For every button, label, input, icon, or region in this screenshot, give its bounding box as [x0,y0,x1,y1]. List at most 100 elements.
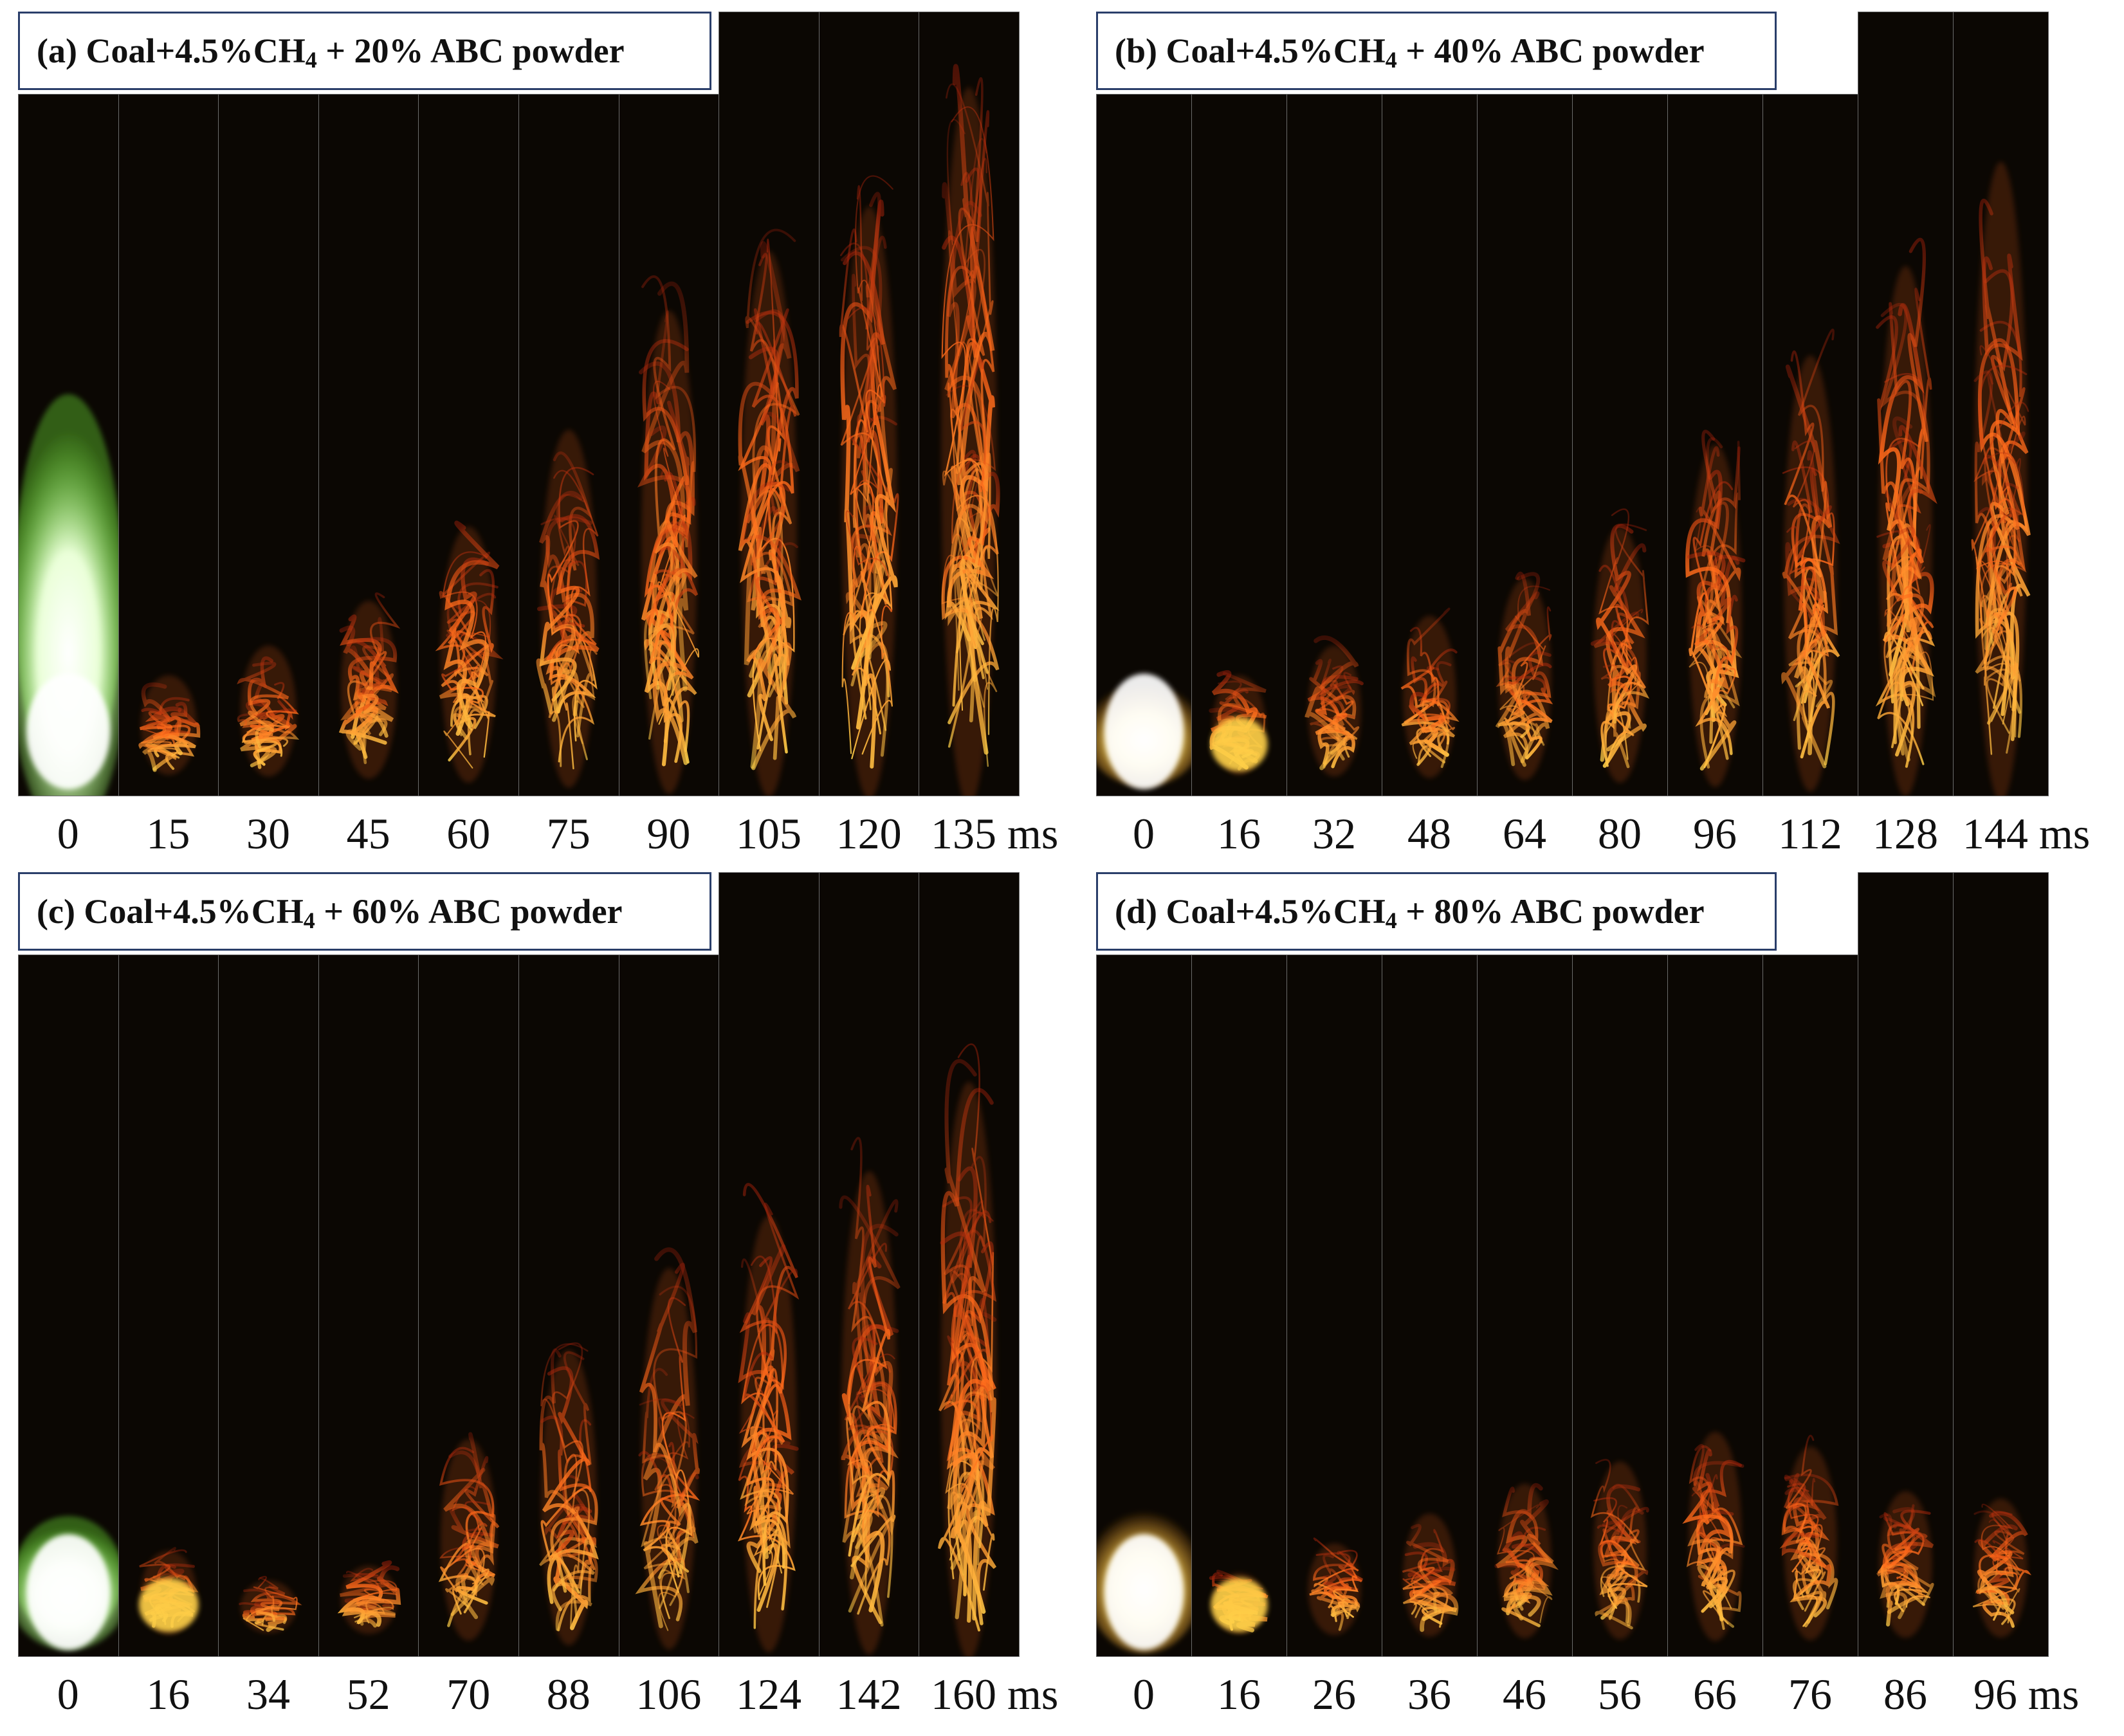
flame-glow [1784,355,1837,792]
time-label-b-6: 96 [1693,809,1737,858]
flame-image-a-5 [536,430,600,788]
frame-d-2 [1286,955,1382,1657]
frame-a-7 [719,12,819,796]
flame-glow [140,675,197,775]
time-label-d-7: 76 [1788,1670,1832,1719]
frame-a-5 [518,94,619,796]
frame-c-5 [518,955,619,1657]
flame-image-c-1 [138,1547,199,1635]
time-axis-a: 0 15 30 45 60 75 90 105 120 135 ms [18,808,1059,866]
flame-image-b-9 [1971,161,2031,796]
flame-glow [741,1216,797,1652]
flame-glow [941,87,997,796]
frame-d-0 [1096,955,1192,1657]
panel-title-d: (d) Coal+4.5%CH4 + 80% ABC powder [1096,872,1777,951]
flame-image-d-1 [1209,1569,1268,1634]
time-label-a-5: 75 [546,809,591,858]
flame-glow [841,206,897,796]
frame-strip-b [1096,12,2049,796]
time-label-b-8: 128 [1872,809,1938,858]
time-label-c-1: 16 [146,1670,190,1719]
frame-a-6 [618,94,720,796]
time-label-c-0: 0 [57,1670,79,1719]
flame-glow [641,1268,697,1650]
frame-b-7 [1762,94,1858,796]
flame-image-b-1 [1209,670,1268,775]
flame-glow [1879,1491,1932,1638]
frame-d-3 [1382,955,1478,1657]
flame-glow [1403,1513,1456,1637]
flame-glow [1498,1483,1552,1639]
frame-strip-a [18,12,1020,796]
frame-a-8 [818,12,920,796]
ignition-core-d [1104,1534,1184,1650]
flame-image-b-4 [1495,571,1553,780]
flame-glow [1879,266,1932,796]
flame-image-d-5 [1590,1459,1649,1640]
ignition-core-b [1104,673,1184,790]
flame-image-d-2 [1308,1537,1363,1636]
panel-title-c: (c) Coal+4.5%CH4 + 60% ABC powder [18,872,711,951]
flame-image-b-5 [1590,508,1650,783]
flame-image-a-2 [237,645,300,777]
panel-title-b-prefix: (b) Coal+4.5%CH [1115,32,1386,70]
frame-c-1 [118,955,219,1657]
flame-kernel [138,1578,199,1632]
flame-image-b-6 [1685,430,1746,787]
time-label-c-5: 88 [546,1670,591,1719]
flame-image-a-0 [19,394,118,796]
flame-glow [741,251,797,796]
time-axis-c: 0 16 34 52 70 88 106 124 142 160 ms [18,1668,1059,1726]
frame-d-7 [1762,955,1858,1657]
time-label-d-8: 86 [1883,1670,1927,1719]
flame-image-b-7 [1781,328,1840,792]
ignition-core-c [26,1534,111,1650]
time-label-d-2: 26 [1312,1670,1356,1719]
frame-c-2 [218,955,319,1657]
time-label-b-9: 144 ms [1962,809,2091,858]
flame-image-d-9 [1972,1499,2032,1638]
frame-b-8 [1858,12,1954,796]
frame-a-0 [18,94,119,796]
frame-a-4 [418,94,519,796]
flame-image-c-2 [239,1576,302,1634]
time-axis-b: 0 16 32 48 64 80 96 112 128 144 ms [1096,808,2090,866]
flame-image-d-3 [1402,1513,1459,1637]
time-label-c-3: 52 [346,1670,390,1719]
time-label-d-0: 0 [1133,1670,1155,1719]
flame-glow [1498,578,1552,780]
flame-glow [541,430,597,788]
frame-a-3 [318,94,419,796]
flame-image-b-0 [1097,673,1191,790]
frame-d-9 [1953,872,2049,1657]
time-label-a-8: 120 [836,809,902,858]
time-label-c-2: 34 [246,1670,290,1719]
flame-image-d-0 [1097,1510,1191,1654]
time-label-a-4: 60 [446,809,491,858]
flame-glow [441,526,497,783]
flame-image-c-9 [938,1043,997,1656]
ignition-core-a [26,673,111,790]
time-label-b-7: 112 [1778,809,1842,858]
flame-image-a-4 [435,520,504,783]
frame-strip-c [18,872,1020,1657]
time-label-a-6: 90 [646,809,691,858]
frame-c-0 [18,955,119,1657]
time-label-c-7: 124 [736,1670,801,1719]
time-label-a-3: 45 [346,809,390,858]
flame-image-a-3 [338,592,401,779]
flame-glow [241,645,297,777]
panel-c: (c) Coal+4.5%CH4 + 60% ABC powder 0 16 34 5… [18,872,1059,1728]
panel-title-a-sub: 4 [305,47,317,73]
time-label-c-8: 142 [836,1670,902,1719]
time-label-b-2: 32 [1312,809,1356,858]
panel-d: (d) Coal+4.5%CH4 + 80% ABC powder 0 16 26 3… [1096,872,2079,1728]
flame-glow [1593,1461,1647,1640]
flame-glow [1974,1499,2028,1638]
flame-image-c-8 [839,1137,901,1655]
frame-b-6 [1667,94,1763,796]
flame-image-c-4 [439,1432,500,1641]
frame-b-4 [1477,94,1573,796]
time-label-b-1: 16 [1217,809,1261,858]
time-label-c-6: 106 [636,1670,702,1719]
